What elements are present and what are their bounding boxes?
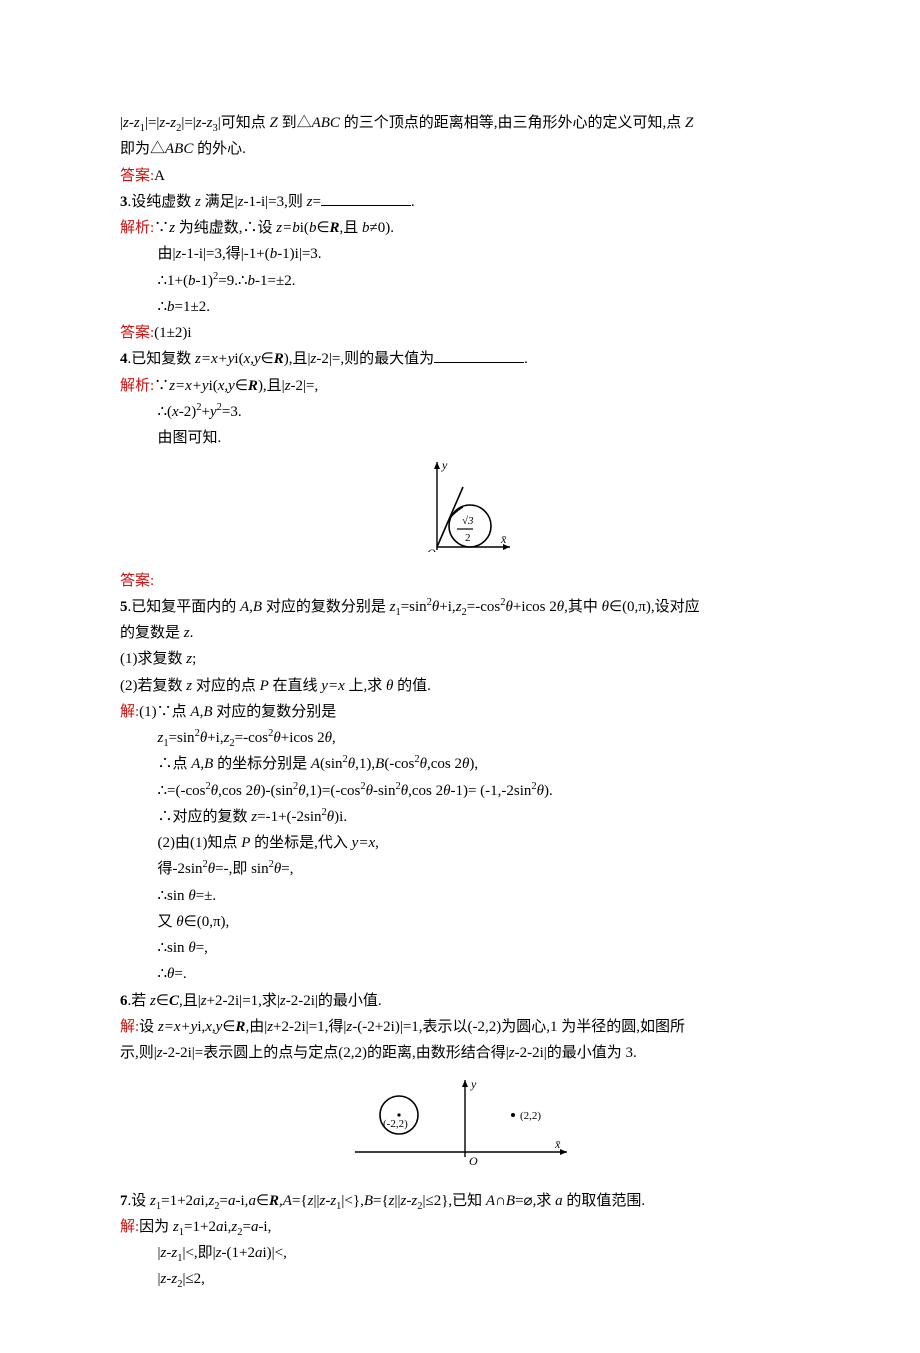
answer-label: 答案:	[120, 573, 154, 589]
text-line: (2)由(1)知点 P 的坐标是,代入 y=x,	[120, 830, 800, 856]
text-line: ∴点 A,B 的坐标分别是 A(sin2θ,1),B(-cos2θ,cos 2θ…	[120, 751, 800, 777]
svg-text:x̄: x̄	[500, 532, 507, 546]
solution-line: 解:因为 z1=1+2ai,z2=a-i,	[120, 1214, 800, 1240]
blank-field	[321, 190, 411, 206]
solution-line: 解:设 z=x+yi,x,y∈R,由|z+2-2i|=1,得|z-(-2+2i)…	[120, 1014, 800, 1040]
problem-7: 7.设 z1=1+2ai,z2=a-i,a∈R,A={z||z-z1|<},B=…	[120, 1188, 800, 1214]
svg-text:√3: √3	[462, 515, 474, 527]
solution-label: 解:	[120, 1019, 139, 1035]
figure-1: √3 2 y x̄ O	[120, 457, 800, 561]
problem-6: 6.若 z∈C,且|z+2-2i|=1,求|z-2-2i|的最小值.	[120, 988, 800, 1014]
problem-5: 5.已知复平面内的 A,B 对应的复数分别是 z1=sin2θ+i,z2=-co…	[120, 594, 800, 620]
text-line: ∴b=1±2.	[120, 294, 800, 320]
svg-text:x̄: x̄	[554, 1137, 561, 1151]
solution-label: 解:	[120, 704, 139, 720]
problem-4: 4.已知复数 z=x+yi(x,y∈R),且|z-2|=,则的最大值为.	[120, 346, 800, 372]
text-line: ∴sin θ=,	[120, 935, 800, 961]
text-line: ∴1+(b-1)2=9.∴b-1=±2.	[120, 268, 800, 294]
answer-line: 答案:(1±2)i	[120, 320, 800, 346]
analysis-line: 解析:∵z=x+yi(x,y∈R),且|z-2|=,	[120, 373, 800, 399]
svg-text:y: y	[470, 1077, 477, 1091]
analysis-line: 解析:∵z 为纯虚数,∴设 z=bi(b∈R,且 b≠0).	[120, 215, 800, 241]
text-line: |z-z2|≤2,	[120, 1266, 800, 1292]
svg-text:y: y	[441, 458, 448, 472]
text-line: |z-z1|<,即|z-(1+2ai)|<,	[120, 1240, 800, 1266]
blank-field	[434, 347, 524, 363]
solution-line: 解:(1)∵点 A,B 对应的复数分别是	[120, 699, 800, 725]
answer-label: 答案:	[120, 168, 154, 184]
svg-text:(2,2): (2,2)	[520, 1110, 541, 1122]
text-line: z1=sin2θ+i,z2=-cos2θ+icos 2θ,	[120, 725, 800, 751]
text-line: 即为△ABC 的外心.	[120, 136, 800, 162]
text-line: ∴(x-2)2+y2=3.	[120, 399, 800, 425]
answer-line: 答案:	[120, 568, 800, 594]
text-line: (1)求复数 z;	[120, 646, 800, 672]
solution-label: 解:	[120, 1219, 139, 1235]
text-line: 得-2sin2θ=-,即 sin2θ=,	[120, 856, 800, 882]
answer-line: 答案:A	[120, 163, 800, 189]
text-line: ∴=(-cos2θ,cos 2θ)-(sin2θ,1)=(-cos2θ-sin2…	[120, 778, 800, 804]
text-line: 又 θ∈(0,π),	[120, 909, 800, 935]
figure-2: (-2,2) (2,2) y x̄ O	[120, 1072, 800, 1181]
text-line: 示,则|z-2-2i|=表示圆上的点与定点(2,2)的距离,由数形结合得|z-2…	[120, 1040, 800, 1066]
text-line: ∴对应的复数 z=-1+(-2sin2θ)i.	[120, 804, 800, 830]
svg-text:2: 2	[465, 532, 471, 544]
svg-text:O: O	[427, 546, 436, 552]
circle-point-diagram: (-2,2) (2,2) y x̄ O	[345, 1072, 575, 1172]
text-line: 由|z-1-i|=3,得|-1+(b-1)i|=3.	[120, 241, 800, 267]
text-line: 的复数是 z.	[120, 620, 800, 646]
text-line: ∴sin θ=±.	[120, 883, 800, 909]
problem-3: 3.设纯虚数 z 满足|z-1-i|=3,则 z=.	[120, 189, 800, 215]
svg-text:O: O	[469, 1154, 478, 1168]
text-line: 由图可知.	[120, 425, 800, 451]
text-line: ∴θ=.	[120, 961, 800, 987]
svg-text:(-2,2): (-2,2)	[383, 1118, 408, 1130]
text-line: (2)若复数 z 对应的点 P 在直线 y=x 上,求 θ 的值.	[120, 673, 800, 699]
analysis-label: 解析:	[120, 220, 154, 236]
analysis-label: 解析:	[120, 378, 154, 394]
circle-tangent-diagram: √3 2 y x̄ O	[405, 457, 515, 552]
text-line: |z-z1|=|z-z2|=|z-z3|可知点 Z 到△ABC 的三个顶点的距离…	[120, 110, 800, 136]
answer-label: 答案:	[120, 325, 154, 341]
